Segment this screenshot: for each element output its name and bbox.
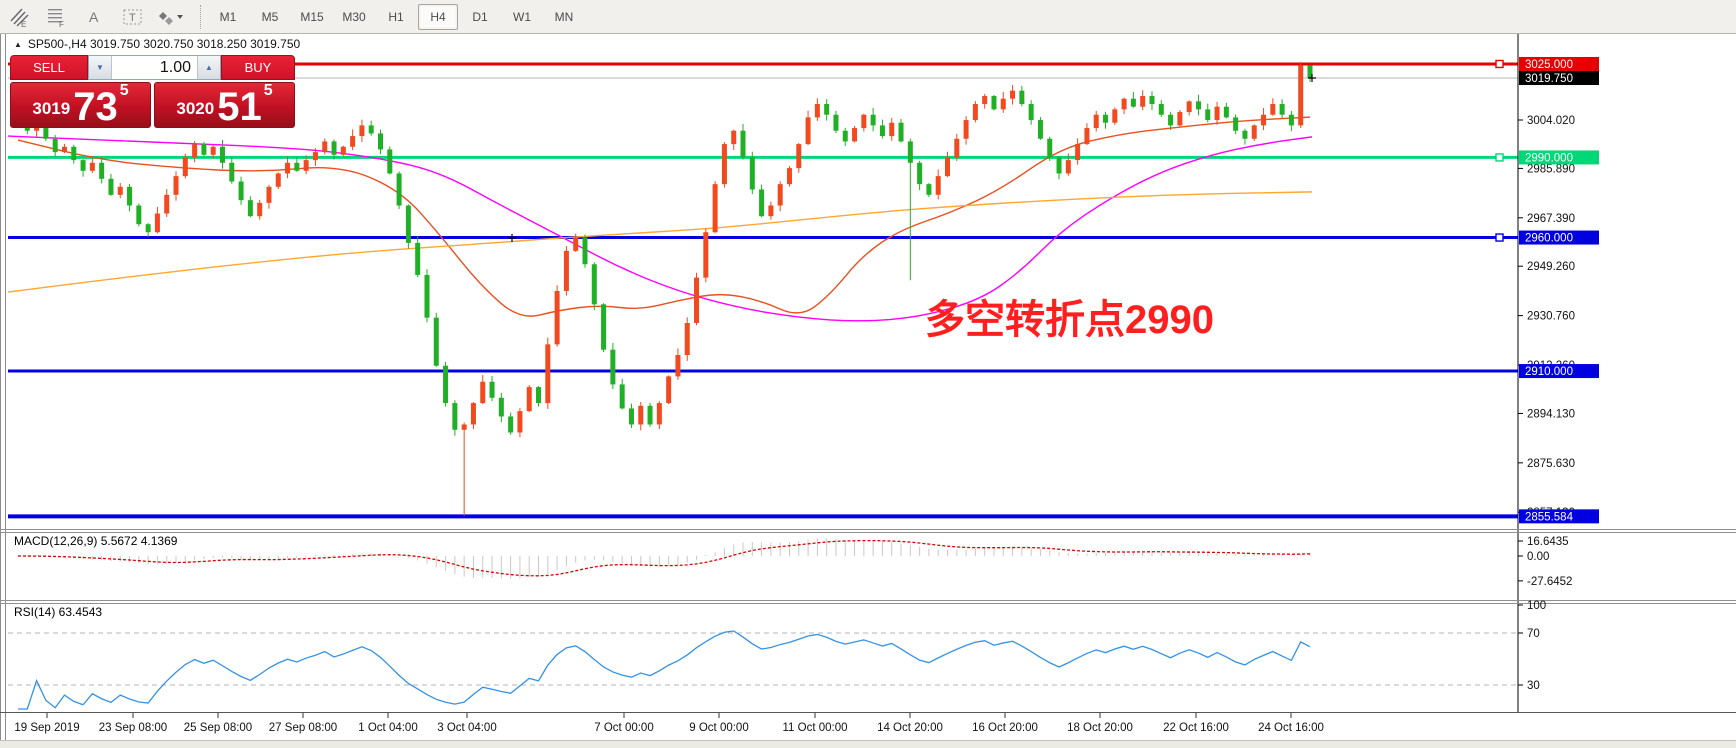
rsi-axis-label: 70 — [1527, 628, 1540, 640]
date-label: 24 Oct 16:00 — [1258, 722, 1324, 734]
bottom-scroll-strip — [0, 740, 1736, 748]
date-label: 19 Sep 2019 — [14, 722, 79, 734]
price-tag — [1519, 150, 1599, 165]
price-tick-label: 2967.390 — [1527, 213, 1575, 225]
date-label: 25 Sep 08:00 — [184, 722, 252, 734]
macd-axis-label: 0.00 — [1527, 551, 1549, 563]
price-tag — [1519, 230, 1599, 245]
date-label: 27 Sep 08:00 — [269, 722, 337, 734]
date-label: 7 Oct 00:00 — [594, 722, 653, 734]
sell-button[interactable]: SELL — [10, 55, 88, 80]
toolbar-separator — [200, 4, 201, 29]
price-tick-label: 2875.630 — [1527, 458, 1575, 470]
buy-price-tile[interactable]: 3020 51 5 — [154, 82, 295, 128]
arrow-objects-dropdown-icon[interactable] — [155, 3, 187, 31]
date-label: 16 Oct 20:00 — [972, 722, 1038, 734]
one-click-trade-panel: SELL ▼ ▲ BUY 3019 73 5 3020 51 5 — [10, 55, 295, 128]
macd-signal-line — [17, 539, 1311, 577]
date-label: 9 Oct 00:00 — [689, 722, 748, 734]
buy-button[interactable]: BUY — [221, 55, 295, 80]
timeframe-button-MN[interactable]: MN — [554, 9, 574, 24]
price-tick-label: 2930.760 — [1527, 311, 1575, 323]
sell-price-big: 73 — [73, 85, 118, 129]
date-label: 3 Oct 04:00 — [437, 722, 496, 734]
date-label: 11 Oct 00:00 — [783, 722, 848, 734]
rsi-line — [18, 630, 1311, 710]
timeframe-button-H1[interactable]: H1 — [388, 9, 404, 24]
price-tag-label: 2960.000 — [1525, 233, 1573, 245]
chart-title: SP500-,H4 3019.750 3020.750 3018.250 301… — [27, 37, 301, 51]
buy-price-big: 51 — [217, 85, 262, 129]
volume-decrease-button[interactable]: ▼ — [89, 56, 112, 79]
ma-fast-red — [17, 116, 1311, 317]
svg-text:F: F — [59, 20, 64, 28]
buy-price-main: 3020 — [176, 99, 215, 118]
date-label: 22 Oct 16:00 — [1163, 722, 1229, 734]
svg-text:T: T — [129, 12, 136, 24]
price-tag-label: 2910.000 — [1525, 366, 1573, 378]
macd-axis-label: 16.6435 — [1527, 536, 1569, 548]
annotation-text: 多空转折点2990 — [925, 298, 1214, 342]
price-tick-label: 3004.020 — [1527, 115, 1575, 127]
svg-text:A: A — [89, 9, 99, 25]
price-tag — [1519, 364, 1599, 379]
rsi-label: RSI(14) 63.4543 — [14, 605, 102, 619]
timeframe-button-D1[interactable]: D1 — [472, 9, 488, 24]
chart-title-bar: ▲ SP500-,H4 3019.750 3020.750 3018.250 3… — [14, 37, 300, 51]
ma-medium-magenta — [7, 135, 1313, 322]
price-tag — [1519, 509, 1599, 524]
price-tag-label: 3025.000 — [1525, 59, 1573, 71]
timeframe-button-M15[interactable]: M15 — [300, 9, 324, 24]
date-label: 14 Oct 20:00 — [877, 722, 943, 734]
timeframe-button-group: M1 M5 M15 M30 H1 H4 D1 W1 MN — [207, 3, 585, 30]
timeframe-button-M1[interactable]: M1 — [219, 9, 237, 24]
price-tag-label: 3019.750 — [1525, 73, 1573, 85]
volume-input[interactable] — [112, 56, 197, 79]
price-tick-label: 2985.890 — [1527, 163, 1575, 175]
main-toolbar: E F A T M1 M5 M15 M30 H1 H4 D1 W1 MN — [0, 0, 1736, 34]
collapse-triangle-icon[interactable]: ▲ — [14, 39, 22, 49]
macd-panel: MACD(12,26,9) 5.5672 4.1369 16.6435 0.00 -2… — [14, 534, 1572, 588]
timeframe-button-M30[interactable]: M30 — [342, 9, 366, 24]
date-label: 18 Oct 20:00 — [1067, 722, 1133, 734]
volume-stepper: ▼ ▲ — [88, 55, 221, 80]
date-label: 23 Sep 08:00 — [99, 722, 167, 734]
price-tag-label: 2990.000 — [1525, 152, 1573, 164]
price-tag — [1519, 56, 1599, 71]
ma-slow-orange — [7, 191, 1313, 293]
timeframe-button-H4[interactable]: H4 — [418, 3, 458, 30]
cross-marker — [1308, 74, 1316, 82]
fibonacci-grid-icon[interactable]: F — [41, 3, 73, 31]
price-tick-label: 2949.260 — [1527, 261, 1575, 273]
sell-price-sup: 5 — [119, 82, 129, 99]
text-label-icon[interactable]: T — [117, 3, 149, 31]
date-label: 1 Oct 04:00 — [358, 722, 417, 734]
buy-price-sup: 5 — [263, 82, 273, 99]
volume-increase-button[interactable]: ▲ — [197, 56, 220, 79]
candlesticks — [15, 61, 1313, 516]
hline-handle — [1495, 59, 1504, 69]
macd-axis-label: -27.6452 — [1527, 576, 1572, 588]
channel-draw-icon[interactable]: E — [3, 3, 35, 31]
sell-price-tile[interactable]: 3019 73 5 — [10, 82, 151, 128]
timeframe-button-M5[interactable]: M5 — [261, 9, 279, 24]
rsi-axis-label: 100 — [1527, 600, 1546, 612]
price-axis: 3004.020 2985.890 2967.390 2949.260 2930.760… — [1517, 34, 1599, 712]
sell-price-main: 3019 — [32, 99, 71, 118]
rsi-axis-label: 30 — [1527, 680, 1540, 692]
timeframe-button-W1[interactable]: W1 — [513, 9, 531, 24]
macd-label: MACD(12,26,9) 5.5672 4.1369 — [14, 534, 178, 548]
price-tag — [1519, 70, 1599, 85]
svg-text:E: E — [21, 20, 26, 28]
rsi-panel: RSI(14) 63.4543 100 70 30 — [8, 600, 1546, 710]
price-tag-label: 2855.584 — [1525, 511, 1574, 523]
hline-handle — [1495, 153, 1504, 162]
date-axis: 19 Sep 2019 23 Sep 08:00 25 Sep 08:00 27 Se… — [0, 712, 1736, 734]
hline-handle — [1495, 233, 1504, 242]
price-tick-label: 2894.130 — [1527, 408, 1575, 420]
text-a-icon[interactable]: A — [79, 3, 111, 31]
cross-marker — [508, 234, 516, 242]
